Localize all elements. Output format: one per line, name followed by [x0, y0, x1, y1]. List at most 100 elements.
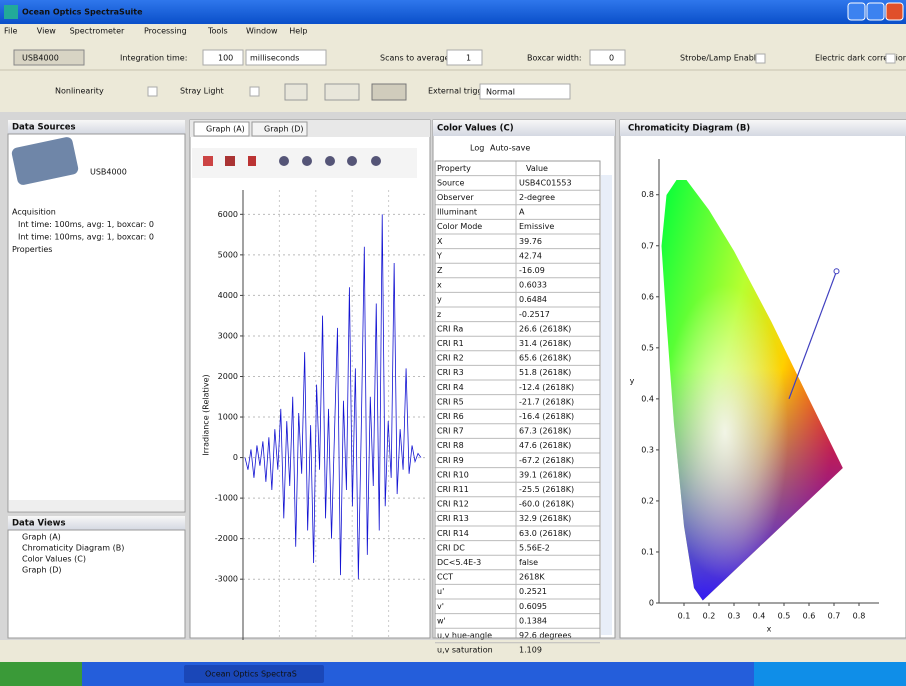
y-tick-label: 5000: [218, 250, 238, 259]
property-cell: u,v hue-angle: [437, 631, 492, 640]
view-item: Chromaticity Diagram (B): [22, 544, 124, 553]
y-tick-label: 4000: [218, 291, 238, 300]
y-tick-label: 0.1: [641, 547, 654, 556]
y-tick-label: 0.7: [641, 241, 654, 250]
tree-item: Int time: 100ms, avg: 1, boxcar: 0: [18, 233, 154, 242]
property-cell: CRI R14: [437, 529, 469, 538]
value-cell: 0.6095: [519, 602, 547, 611]
y-tick-label: -3000: [215, 575, 238, 584]
checkbox[interactable]: [148, 87, 157, 96]
value-cell: 42.74: [519, 251, 542, 260]
value-cell: 0.6484: [519, 295, 547, 304]
y-tick-label: 0.8: [641, 190, 654, 199]
property-cell: v': [437, 602, 444, 611]
property-cell: CRI R5: [437, 397, 464, 406]
property-cell: Source: [437, 178, 465, 187]
start-button[interactable]: [0, 662, 82, 686]
value-cell: 2618K: [519, 573, 545, 582]
property-cell: CRI R9: [437, 456, 464, 465]
property-cell: Y: [436, 251, 442, 260]
value-cell: 39.76: [519, 237, 542, 246]
property-cell: CRI Ra: [437, 324, 463, 333]
task-label: Ocean Optics SpectraS: [205, 670, 297, 679]
toolbar-label: Scans to average:: [380, 54, 452, 63]
close-button[interactable]: [886, 3, 903, 20]
value-cell: 92.6 degrees: [519, 631, 572, 640]
system-tray: [754, 662, 906, 686]
y-axis-label: Irradiance (Relative): [202, 374, 211, 455]
app-icon: [4, 5, 18, 19]
menu-item[interactable]: Tools: [207, 27, 228, 36]
value-cell: -21.7 (2618K): [519, 397, 574, 406]
x-axis-label: x: [767, 625, 772, 634]
x-tick-label: 0.4: [753, 612, 766, 621]
property-cell: CRI R10: [437, 470, 469, 479]
menu-item[interactable]: View: [37, 27, 56, 36]
scrollbar[interactable]: [9, 500, 184, 511]
y-tick-label: 0.6: [641, 292, 654, 301]
x-tick-label: 0.1: [678, 612, 691, 621]
table-scrollbar[interactable]: [601, 175, 612, 635]
view-item: Color Values (C): [22, 555, 86, 564]
maximize-button[interactable]: [867, 3, 884, 20]
play-button[interactable]: [372, 84, 406, 100]
property-cell: CRI R6: [437, 412, 464, 421]
value-cell: A: [519, 208, 525, 217]
y-tick-label: 3000: [218, 331, 238, 340]
menu-item[interactable]: Window: [246, 27, 278, 36]
tree-item: Int time: 100ms, avg: 1, boxcar: 0: [18, 220, 154, 229]
value-cell: 51.8 (2618K): [519, 368, 571, 377]
pause-button[interactable]: [285, 84, 307, 100]
value-cell: -60.0 (2618K): [519, 500, 574, 509]
value-cell: -67.2 (2618K): [519, 456, 574, 465]
unit-value: milliseconds: [250, 54, 299, 63]
data-sources-panel: [8, 134, 185, 512]
checkbox[interactable]: [250, 87, 259, 96]
value-cell: -16.09: [519, 266, 545, 275]
panel-title: Data Sources: [12, 123, 76, 133]
toolbar-label: Boxcar width:: [527, 54, 582, 63]
input-value: 100: [218, 54, 233, 63]
property-cell: CCT: [437, 573, 453, 582]
menu-item[interactable]: Processing: [144, 27, 187, 36]
panel-title: Chromaticity Diagram (B): [628, 124, 750, 134]
property-cell: CRI R8: [437, 441, 464, 450]
value-cell: -12.4 (2618K): [519, 383, 574, 392]
value-cell: 63.0 (2618K): [519, 529, 571, 538]
menu-item[interactable]: Help: [289, 27, 307, 36]
view-item: Graph (D): [22, 566, 61, 575]
input-box[interactable]: [447, 50, 482, 65]
y-tick-label: 0.4: [641, 394, 654, 403]
property-cell: CRI R3: [437, 368, 464, 377]
page: Ocean Optics SpectraSuiteFileViewSpectro…: [0, 0, 906, 686]
toolbar-label: Integration time:: [120, 54, 187, 63]
step-button[interactable]: [325, 84, 359, 100]
toolbar-label: Nonlinearity: [55, 87, 104, 96]
menu-item[interactable]: File: [4, 27, 17, 36]
checkbox[interactable]: [886, 54, 895, 63]
input-box[interactable]: [590, 50, 625, 65]
checkbox[interactable]: [756, 54, 765, 63]
x-tick-label: 0.7: [828, 612, 841, 621]
input-value: 0: [609, 54, 614, 63]
input-value: 1: [466, 54, 471, 63]
value-cell: -0.2517: [519, 310, 550, 319]
menu-item[interactable]: Spectrometer: [70, 27, 125, 36]
property-cell: u': [437, 587, 444, 596]
value-cell: 39.1 (2618K): [519, 470, 571, 479]
value-cell: Emissive: [519, 222, 554, 231]
y-tick-label: 0.3: [641, 445, 654, 454]
property-cell: Illuminant: [437, 208, 477, 217]
property-cell: Z: [437, 266, 443, 275]
y-axis-label: y: [630, 377, 635, 386]
device-name: USB4000: [90, 168, 127, 177]
property-cell: Color Mode: [437, 222, 482, 231]
view-item: Graph (A): [22, 533, 61, 542]
property-cell: CRI R11: [437, 485, 469, 494]
minimize-button[interactable]: [848, 3, 865, 20]
x-tick-label: 0.3: [728, 612, 741, 621]
app-window: Ocean Optics SpectraSuiteFileViewSpectro…: [0, 0, 906, 686]
y-tick-label: 0: [233, 453, 238, 462]
value-cell: 47.6 (2618K): [519, 441, 571, 450]
value-cell: USB4C01553: [519, 178, 572, 187]
